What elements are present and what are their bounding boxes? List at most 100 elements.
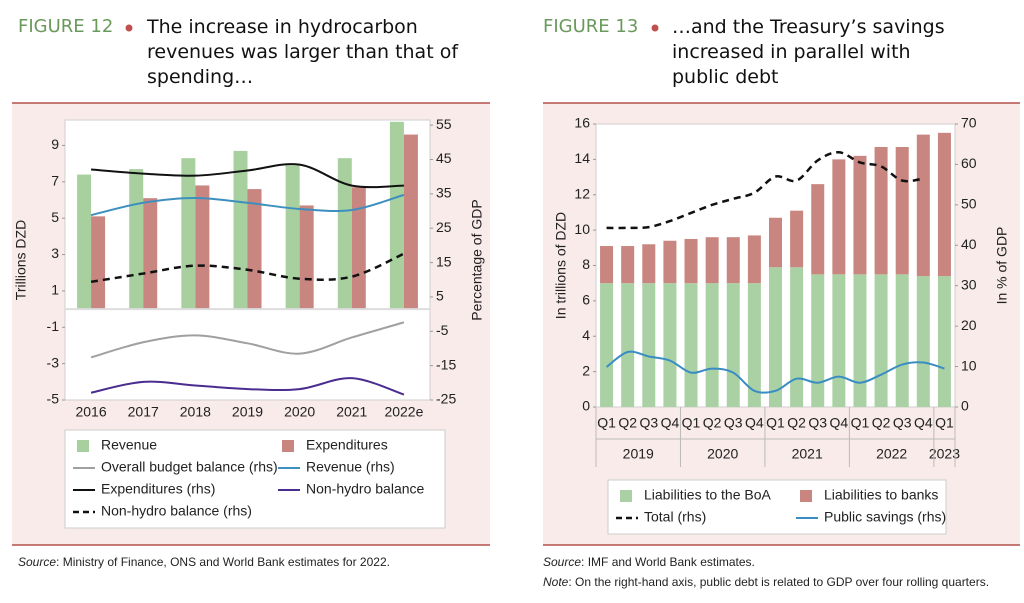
line: [606, 151, 924, 230]
legend-label: Revenue: [101, 437, 157, 453]
y-tick-label: -1: [47, 318, 60, 334]
source-label: Source: [543, 555, 582, 569]
y2-tick-label: 45: [436, 150, 452, 166]
y-tick-label: 7: [51, 173, 59, 189]
legend-label: Non-hydro balance: [306, 481, 425, 497]
legend-label: Total (rhs): [644, 509, 706, 525]
y2-tick-label: -15: [436, 356, 456, 372]
y-tick-label: 3: [51, 245, 59, 261]
y2-tick-label: 10: [961, 357, 977, 373]
x-group-label: 2020: [707, 446, 738, 462]
y2-tick-label: 30: [961, 276, 977, 292]
x-tick-label: Q4: [745, 415, 764, 431]
bar: [621, 283, 635, 407]
y2-tick-label: 20: [961, 317, 977, 333]
y-tick-label: -5: [47, 391, 60, 407]
x-tick-label: Q1: [935, 415, 954, 431]
bar: [663, 283, 677, 407]
bullet: [125, 24, 133, 32]
y-tick-label: 4: [582, 327, 590, 343]
x-tick-label: Q1: [851, 415, 870, 431]
legend-box: [64, 429, 446, 529]
bar: [285, 165, 300, 310]
x-tick-label: 2020: [284, 404, 315, 420]
note: Note: On the right-hand axis, public deb…: [543, 575, 989, 589]
legend-swatch: [282, 440, 294, 452]
bullet: [651, 24, 659, 32]
x-tick-label: Q2: [872, 415, 891, 431]
figure-label: FIGURE 12: [18, 16, 114, 37]
x-tick-label: Q1: [682, 415, 701, 431]
source: Source: Ministry of Finance, ONS and Wor…: [18, 555, 390, 569]
x-tick-label: Q4: [914, 415, 933, 431]
x-tick-label: Q3: [893, 415, 912, 431]
bar: [705, 237, 719, 284]
y-tick-label: 9: [51, 136, 59, 152]
source-text: : IMF and World Bank estimates.: [581, 555, 755, 569]
x-tick-label: 2021: [336, 404, 367, 420]
line: [605, 350, 945, 394]
bar: [642, 244, 656, 284]
y-tick-label: 5: [51, 209, 59, 225]
bar: [790, 210, 804, 268]
bar: [403, 134, 418, 310]
bar: [811, 274, 825, 407]
bar: [233, 150, 248, 310]
y2-tick-label: -5: [436, 322, 449, 338]
bar: [91, 216, 106, 310]
chart-title: …and the Treasury’s savings increased in…: [672, 16, 945, 88]
bar: [642, 283, 656, 407]
note-label: Note: [543, 575, 569, 589]
line: [90, 377, 405, 396]
bar: [895, 274, 909, 407]
source-text: : Ministry of Finance, ONS and World Ban…: [56, 555, 390, 569]
x-tick-label: Q3: [639, 415, 658, 431]
bar: [247, 189, 262, 310]
bar: [895, 146, 909, 275]
legend-swatch: [77, 440, 89, 452]
x-tick-label: 2017: [128, 404, 159, 420]
legend-swatch: [800, 490, 812, 502]
x-tick-label: Q1: [597, 415, 616, 431]
bar: [195, 185, 210, 310]
x-group-label: 2022: [876, 446, 907, 462]
line: [90, 321, 405, 359]
x-group-label: 2019: [623, 446, 654, 462]
y2-tick-label: 50: [961, 196, 977, 212]
x-tick-label: Q2: [787, 415, 806, 431]
legend-label: Liabilities to banks: [824, 487, 938, 503]
x-tick-label: Q4: [661, 415, 680, 431]
x-tick-label: 2016: [75, 404, 106, 420]
bar: [853, 155, 867, 275]
bar: [663, 240, 677, 284]
bar: [874, 146, 888, 275]
legend-label: Public savings (rhs): [824, 509, 946, 525]
bar: [832, 274, 846, 407]
bar: [811, 184, 825, 275]
bar: [769, 267, 782, 407]
bar: [600, 283, 614, 407]
x-tick-label: Q3: [724, 415, 743, 431]
line: [90, 193, 405, 217]
bar: [853, 274, 867, 407]
bar: [769, 217, 782, 268]
bar: [937, 276, 951, 407]
y2-tick-label: 70: [961, 115, 977, 131]
legend-label: Expenditures: [306, 437, 388, 453]
y2-tick-label: 0: [961, 398, 969, 414]
x-tick-label: 2019: [232, 404, 263, 420]
bar: [790, 267, 804, 407]
y-tick-label: 8: [582, 256, 590, 272]
y-tick-label: 16: [574, 115, 590, 131]
y2-tick-label: 5: [436, 288, 444, 304]
x-group-label: 2023: [929, 446, 960, 462]
y-tick-label: 14: [574, 150, 590, 166]
y2-tick-label: 35: [436, 185, 452, 201]
bar: [337, 158, 352, 310]
source-label: Source: [18, 555, 57, 569]
bar: [299, 205, 314, 310]
bar: [129, 169, 144, 310]
bar: [143, 198, 158, 310]
x-group-label: 2021: [792, 446, 823, 462]
